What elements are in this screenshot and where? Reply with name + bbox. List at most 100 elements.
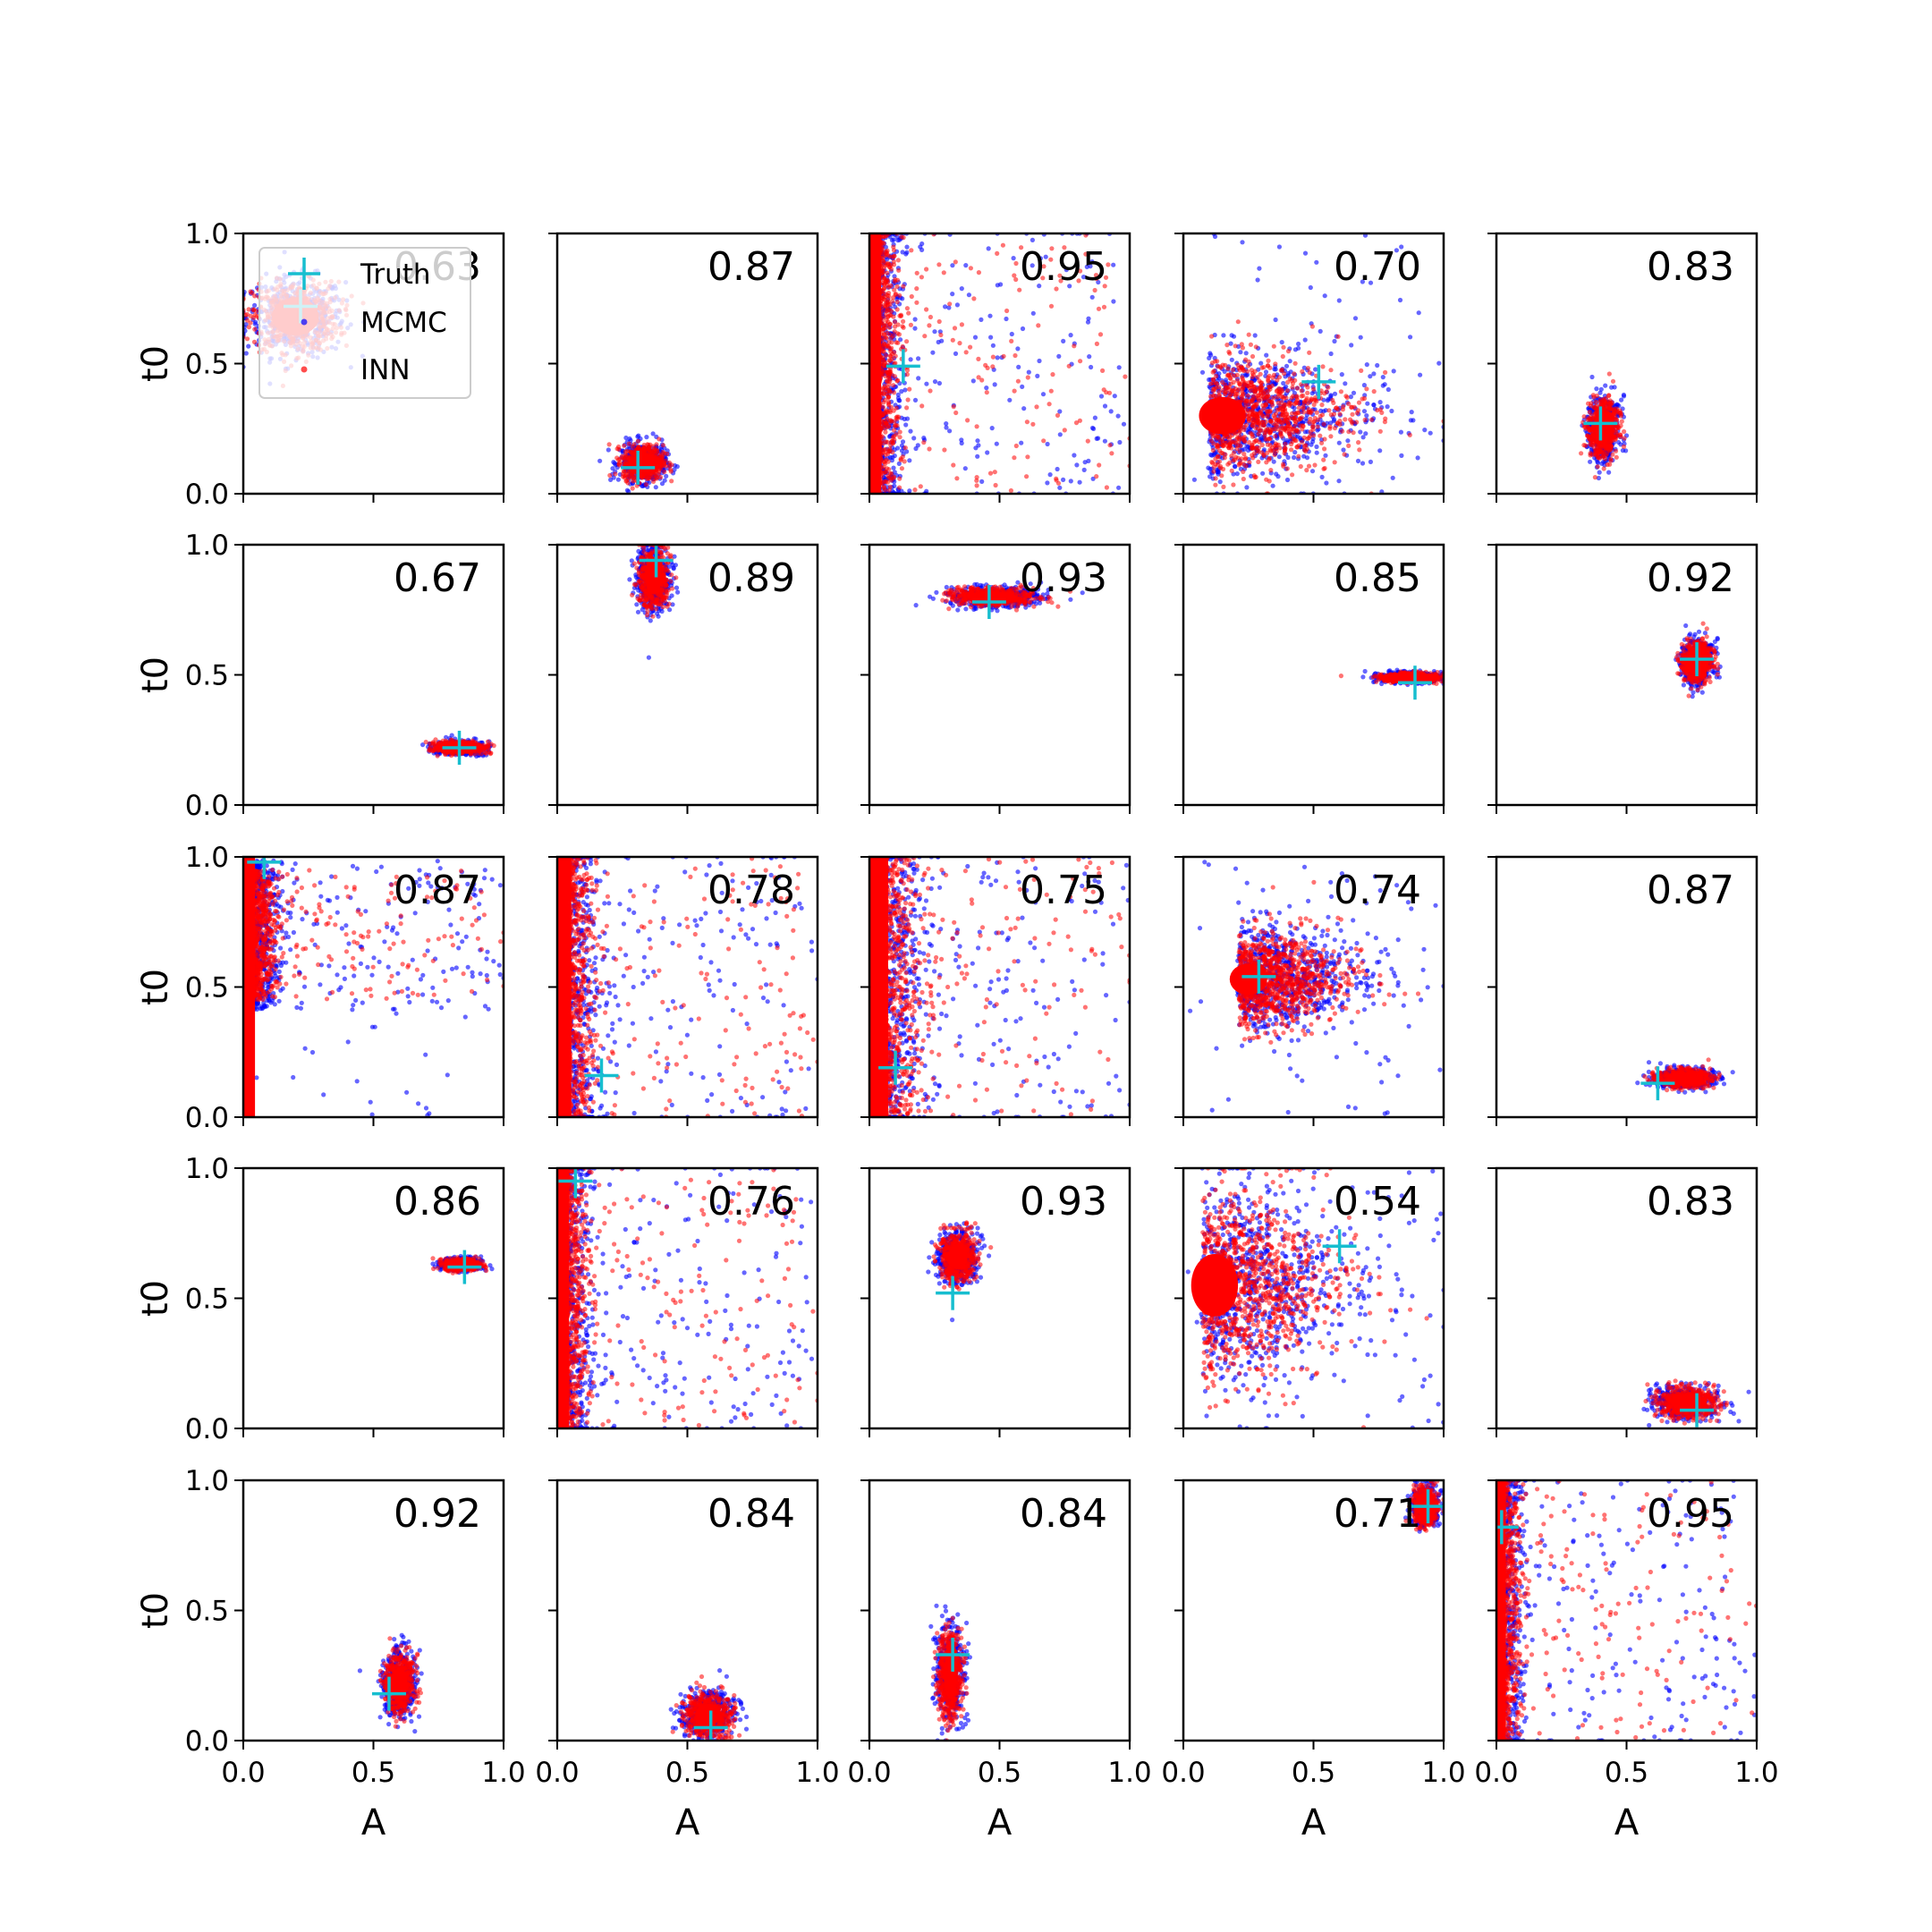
- inn-point: [938, 332, 944, 338]
- mcmc-point: [597, 458, 603, 463]
- inn-point: [246, 325, 251, 330]
- mcmc-point: [1399, 453, 1404, 458]
- mcmc-point: [1016, 364, 1021, 369]
- inn-point: [984, 390, 989, 395]
- mcmc-point: [979, 479, 985, 485]
- inn-point: [886, 371, 891, 377]
- inn-point: [976, 356, 981, 361]
- inn-point: [1094, 474, 1099, 479]
- mcmc-point: [1260, 470, 1266, 476]
- inn-point: [666, 460, 673, 466]
- inn-point: [897, 485, 902, 490]
- inn-point: [616, 462, 622, 467]
- mcmc-point: [916, 376, 921, 381]
- panel-score: 0.87: [708, 244, 795, 290]
- inn-point: [1225, 462, 1231, 467]
- mcmc-point: [1217, 479, 1223, 485]
- inn-point: [1055, 412, 1061, 418]
- inn-point: [976, 375, 981, 380]
- inn-point: [630, 486, 635, 491]
- inn-point: [248, 289, 253, 294]
- inn-point: [957, 341, 962, 346]
- inn-point: [883, 312, 888, 318]
- inn-point: [1247, 460, 1252, 465]
- inn-point: [905, 397, 911, 402]
- panel-4-points: [1191, 233, 1444, 494]
- inn-point: [894, 340, 899, 345]
- mcmc-point: [1272, 367, 1277, 372]
- inn-point: [246, 307, 251, 312]
- mcmc-point: [950, 292, 955, 297]
- mcmc-point: [1415, 455, 1420, 461]
- inn-point: [893, 353, 898, 359]
- inn-point: [1013, 276, 1019, 283]
- inn-point: [1281, 344, 1286, 350]
- inn-point: [629, 450, 634, 455]
- inn-point: [1326, 385, 1331, 390]
- mcmc-point: [924, 488, 929, 494]
- mcmc-point: [1418, 372, 1423, 377]
- inn-point: [1305, 390, 1310, 395]
- mcmc-point: [1408, 418, 1413, 423]
- inn-point: [882, 323, 887, 328]
- inn-point: [886, 473, 891, 479]
- mcmc-point: [1077, 479, 1082, 485]
- inn-point: [987, 470, 994, 476]
- mcmc-point: [1339, 372, 1344, 377]
- mcmc-point: [912, 326, 918, 331]
- panel-score: 0.95: [1020, 244, 1107, 290]
- mcmc-point: [1026, 369, 1031, 375]
- inn-point: [891, 254, 896, 259]
- inn-point: [880, 276, 886, 282]
- inn-point: [660, 443, 666, 448]
- mcmc-point: [979, 317, 984, 322]
- inn-point: [887, 353, 894, 359]
- inn-point: [886, 284, 892, 290]
- mcmc-point: [246, 343, 251, 349]
- mcmc-point: [1092, 415, 1097, 420]
- mcmc-point: [1324, 480, 1329, 486]
- inn-point: [965, 418, 970, 423]
- mcmc-point: [1245, 447, 1251, 453]
- inn-point: [1008, 487, 1013, 494]
- panel-2: 0.87: [548, 232, 819, 503]
- inn-point: [1354, 419, 1360, 425]
- mcmc-point: [962, 466, 968, 471]
- inn-point: [1015, 378, 1021, 384]
- inn-point: [1296, 453, 1301, 459]
- inn-point: [1102, 284, 1107, 289]
- inn-point: [1046, 402, 1052, 407]
- mcmc-point: [1102, 438, 1107, 444]
- inn-point: [883, 352, 889, 358]
- inn-point: [950, 337, 955, 343]
- inn-point: [1307, 369, 1312, 376]
- inn-point: [885, 270, 890, 275]
- mcmc-point: [908, 357, 913, 362]
- inn-point: [1326, 408, 1332, 413]
- inn-point: [1383, 416, 1388, 421]
- inn-point: [666, 463, 673, 469]
- mcmc-point: [972, 335, 979, 340]
- inn-point: [1030, 421, 1036, 427]
- mcmc-point: [644, 435, 649, 440]
- inn-point: [1209, 334, 1215, 339]
- mcmc-point: [1360, 435, 1366, 440]
- inn-point: [887, 377, 893, 382]
- inn-point: [1048, 303, 1055, 309]
- mcmc-point: [1258, 360, 1264, 366]
- inn-point: [924, 267, 929, 272]
- inn-point: [1377, 428, 1383, 434]
- inn-point: [1348, 417, 1353, 422]
- mcmc-point: [1358, 429, 1363, 435]
- inn-point: [622, 469, 627, 475]
- inn-point: [1364, 386, 1369, 392]
- inn-point: [626, 441, 631, 446]
- mcmc-point: [1341, 447, 1346, 453]
- mcmc-point: [912, 397, 919, 402]
- mcmc-point: [907, 488, 912, 494]
- mcmc-point: [1021, 406, 1027, 411]
- mcmc-point: [1398, 429, 1403, 435]
- inn-point: [896, 332, 902, 337]
- mcmc-point: [1345, 438, 1351, 444]
- inn-point: [646, 476, 651, 481]
